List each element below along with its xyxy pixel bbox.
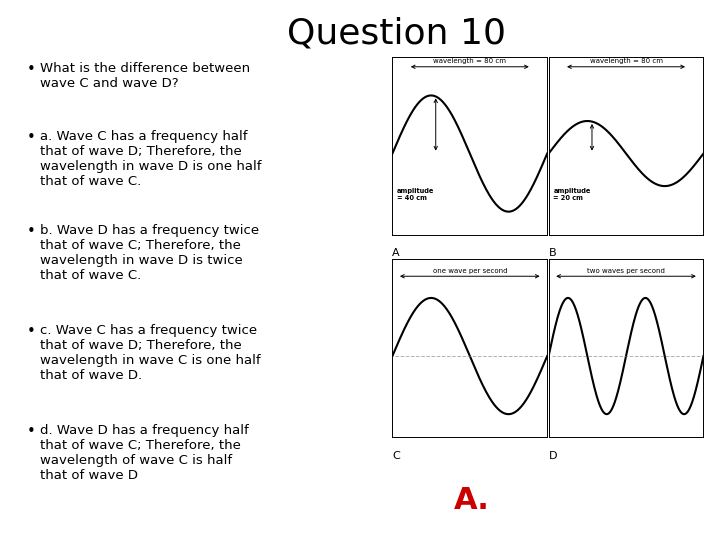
Text: D: D	[549, 451, 557, 461]
Text: a. Wave C has a frequency half
that of wave D; Therefore, the
wavelength in wave: a. Wave C has a frequency half that of w…	[40, 130, 261, 187]
Text: B: B	[549, 248, 557, 259]
Text: b. Wave D has a frequency twice
that of wave C; Therefore, the
wavelength in wav: b. Wave D has a frequency twice that of …	[40, 224, 258, 282]
Text: A.: A.	[454, 486, 490, 515]
Text: C: C	[392, 451, 400, 461]
Text: amplitude
= 40 cm: amplitude = 40 cm	[397, 188, 434, 201]
Text: •: •	[27, 324, 35, 339]
Text: wavelength = 80 cm: wavelength = 80 cm	[433, 58, 506, 64]
Text: c. Wave C has a frequency twice
that of wave D; Therefore, the
wavelength in wav: c. Wave C has a frequency twice that of …	[40, 324, 260, 382]
Text: amplitude
= 20 cm: amplitude = 20 cm	[553, 188, 590, 201]
Text: Question 10: Question 10	[287, 16, 505, 50]
Text: •: •	[27, 130, 35, 145]
Text: •: •	[27, 224, 35, 239]
Text: •: •	[27, 424, 35, 439]
Text: A: A	[392, 248, 400, 259]
Text: wavelength = 80 cm: wavelength = 80 cm	[590, 58, 662, 64]
Text: two waves per second: two waves per second	[587, 268, 665, 274]
Text: •: •	[27, 62, 35, 77]
Text: one wave per second: one wave per second	[433, 268, 507, 274]
Text: What is the difference between
wave C and wave D?: What is the difference between wave C an…	[40, 62, 250, 90]
Text: d. Wave D has a frequency half
that of wave C; Therefore, the
wavelength of wave: d. Wave D has a frequency half that of w…	[40, 424, 248, 482]
